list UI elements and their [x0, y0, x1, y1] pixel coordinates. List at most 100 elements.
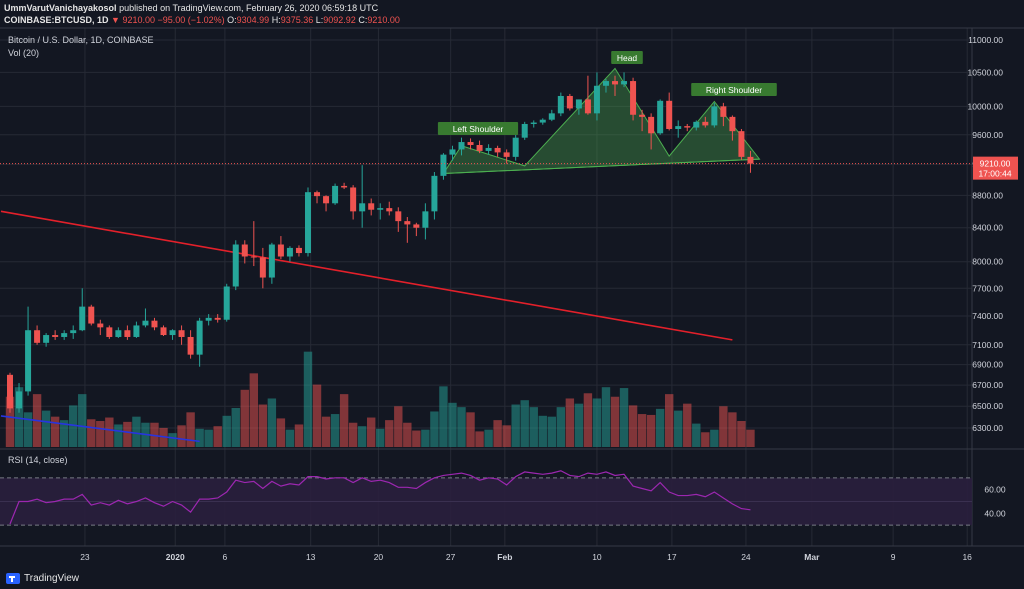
- time-axis-label: 16: [962, 552, 972, 562]
- candle-body: [747, 156, 754, 164]
- candle-body: [621, 81, 628, 85]
- price-axis-label: 10500.00: [968, 67, 1004, 77]
- volume-bar: [746, 429, 755, 447]
- volume-bar: [321, 416, 331, 447]
- tradingview-logo-icon: [6, 572, 20, 584]
- volume-bar: [105, 417, 114, 447]
- candle-body: [684, 126, 691, 128]
- volume-bar: [710, 429, 719, 447]
- candle-body: [539, 119, 546, 123]
- candle-body: [250, 256, 257, 258]
- candle-body: [711, 106, 718, 126]
- candle-body: [88, 306, 95, 324]
- left-shoulder-label-box: [437, 122, 519, 135]
- candle-body: [241, 244, 248, 257]
- author-name[interactable]: UmmVarutVanichayakosol: [4, 3, 117, 13]
- volume-bar: [538, 415, 547, 447]
- current-price-badge: [973, 156, 1018, 180]
- candle-body: [575, 99, 582, 109]
- time-axis-label: 27: [446, 552, 456, 562]
- volume-bar: [592, 398, 602, 447]
- price-axis-label: 9600.00: [972, 130, 1003, 140]
- volume-bar: [664, 394, 674, 447]
- candle-body: [395, 211, 402, 222]
- volume-bar: [520, 400, 529, 447]
- volume-bar: [448, 402, 457, 447]
- candle-body: [205, 317, 212, 321]
- right-shoulder-label: Right Shoulder: [706, 85, 762, 95]
- candle-body: [34, 330, 41, 343]
- volume-bar: [69, 405, 78, 447]
- volume-bar: [376, 428, 385, 447]
- candle-body: [612, 81, 619, 85]
- candle-body: [512, 137, 519, 157]
- head-label-box: [611, 51, 643, 64]
- volume-bar: [728, 412, 737, 447]
- candle-body: [675, 126, 682, 129]
- price-axis-label: 6700.00: [972, 380, 1003, 390]
- volume-bar: [195, 428, 204, 447]
- candle-body: [43, 335, 50, 343]
- right-shoulder-label-box: [691, 83, 777, 96]
- price-axis-label: 10000.00: [968, 101, 1004, 111]
- volume-bar: [114, 424, 123, 447]
- candle-body: [431, 175, 438, 212]
- volume-bar: [475, 431, 484, 447]
- volume-bar: [50, 416, 60, 447]
- volume-bar: [87, 419, 96, 447]
- volume-bar: [367, 417, 376, 447]
- volume-bar: [430, 411, 439, 447]
- price-axis-label: 6900.00: [972, 360, 1003, 370]
- candle-body: [169, 330, 176, 336]
- volume-bar: [439, 386, 448, 447]
- tradingview-brand[interactable]: TradingView: [6, 571, 79, 585]
- volume-bar: [502, 425, 511, 447]
- low-label: L:: [315, 15, 324, 25]
- price-axis-label: 7700.00: [972, 283, 1003, 293]
- candle-body: [277, 244, 284, 257]
- candle-body: [79, 306, 86, 331]
- volume-bar: [96, 421, 105, 447]
- candle-body: [503, 152, 510, 157]
- volume-bar: [421, 429, 430, 447]
- symbol: COINBASE:BTCUSD, 1D: [4, 15, 109, 25]
- down-arrow-icon: ▼: [111, 15, 120, 25]
- candle-body: [648, 116, 655, 134]
- current-price-label: 9210.00: [980, 159, 1011, 169]
- candle-body: [7, 374, 13, 409]
- volume-bar: [123, 421, 132, 447]
- blue-downtrend-line: [0, 415, 200, 443]
- candle-body: [124, 330, 131, 337]
- time-axis-label: 23: [80, 552, 90, 562]
- candle-body: [630, 81, 637, 115]
- candle-body: [359, 203, 366, 212]
- neckline: [443, 158, 760, 175]
- volume-bar: [737, 421, 746, 447]
- time-axis-label: 2020: [166, 552, 185, 562]
- rsi-line: [9, 470, 751, 525]
- volume-bar: [312, 384, 322, 447]
- volume-bar: [330, 414, 340, 447]
- candle-body: [332, 185, 339, 204]
- volume-bar: [547, 416, 556, 447]
- time-axis-label: 6: [223, 552, 228, 562]
- volume-bar: [59, 420, 69, 447]
- candle-body: [304, 192, 311, 254]
- candle-body: [106, 327, 113, 337]
- candle-body: [657, 100, 664, 134]
- candle-body: [494, 147, 501, 153]
- candle-body: [142, 320, 149, 326]
- price-axis-label: 8800.00: [972, 190, 1003, 200]
- candle-body: [97, 323, 104, 328]
- candle-body: [602, 81, 609, 86]
- volume-bar: [692, 423, 701, 447]
- candle-body: [115, 330, 122, 337]
- candle-body: [223, 286, 230, 320]
- candle-body: [25, 330, 32, 392]
- candle-body: [521, 123, 528, 138]
- rsi-axis-label: 60.00: [984, 485, 1006, 495]
- volume-bar: [204, 429, 213, 447]
- volume-bar: [701, 432, 710, 447]
- volume-bar: [5, 396, 15, 447]
